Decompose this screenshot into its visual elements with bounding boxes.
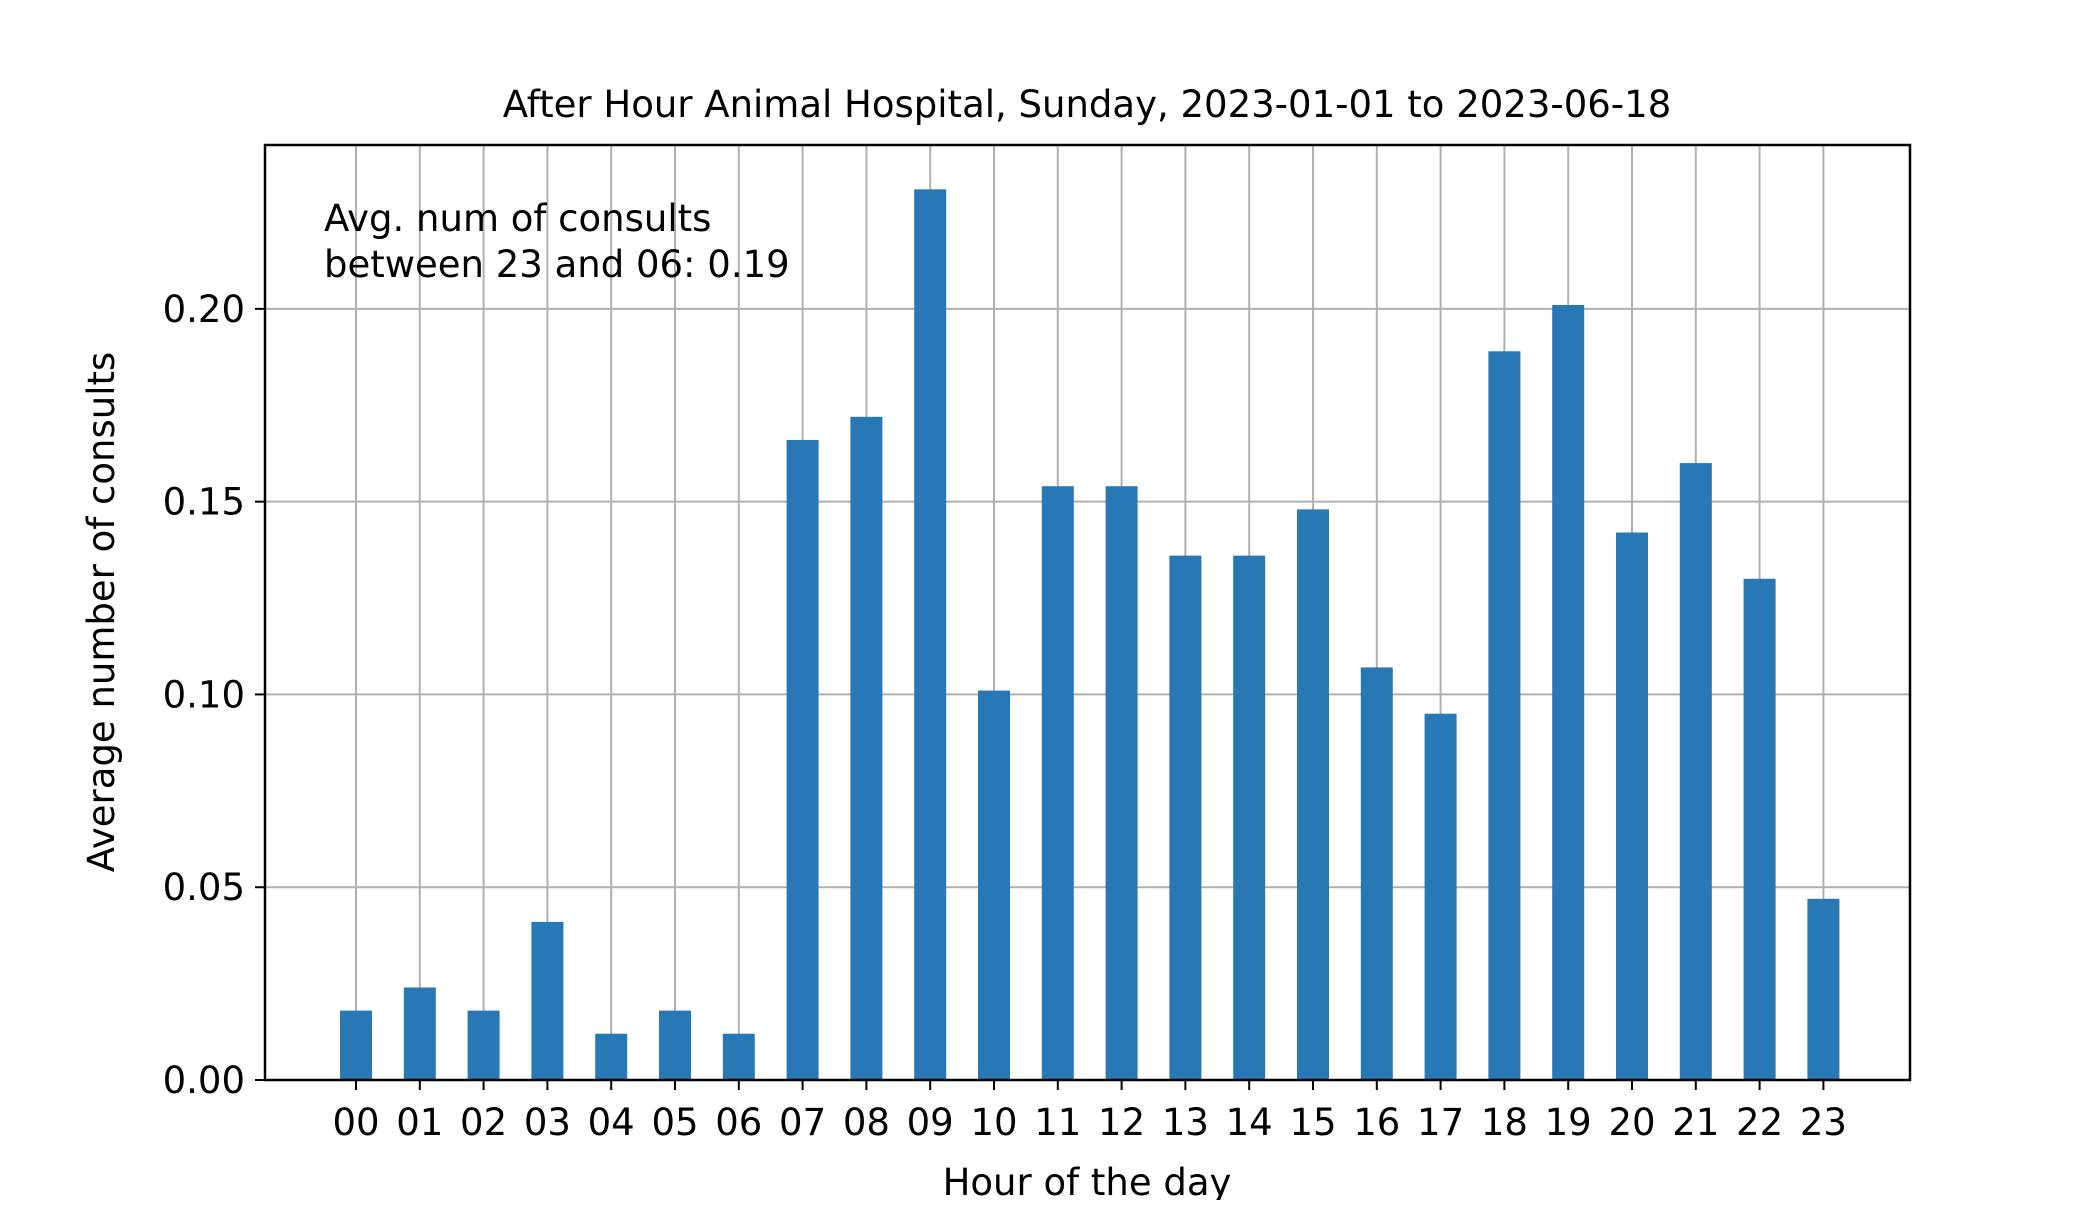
bar-hour-08 [850, 416, 883, 1081]
x-tick-label: 07 [779, 1101, 826, 1144]
x-tick-label: 10 [970, 1101, 1017, 1144]
annotation-line-1: Avg. num of consults [324, 197, 711, 240]
bar-hour-04 [595, 1033, 628, 1080]
y-tick-label: 0.20 [163, 288, 245, 331]
annotation-line-2: between 23 and 06: 0.19 [324, 243, 790, 286]
x-tick-label: 23 [1800, 1101, 1847, 1144]
x-tick-label: 01 [396, 1101, 443, 1144]
bar-hour-18 [1488, 351, 1521, 1081]
x-tick-label: 08 [843, 1101, 890, 1144]
x-tick-label: 00 [332, 1101, 379, 1144]
bar-hour-23 [1807, 898, 1840, 1080]
x-tick-label: 05 [651, 1101, 698, 1144]
x-tick-label: 09 [907, 1101, 954, 1144]
bar-hour-22 [1743, 578, 1776, 1080]
x-tick-label: 16 [1353, 1101, 1400, 1144]
y-tick-label: 0.10 [163, 673, 245, 716]
x-tick-label: 06 [715, 1101, 762, 1144]
bar-hour-16 [1360, 667, 1393, 1080]
y-tick-label: 0.05 [163, 866, 245, 909]
x-tick-label: 17 [1417, 1101, 1464, 1144]
x-tick-label: 20 [1608, 1101, 1655, 1144]
x-tick-label: 02 [460, 1101, 507, 1144]
x-axis-label: Hour of the day [943, 1161, 1232, 1200]
bar-hour-20 [1616, 532, 1648, 1080]
y-tick-label: 0.00 [163, 1059, 245, 1102]
bar-hour-12 [1105, 486, 1138, 1080]
y-tick-label: 0.15 [163, 481, 245, 524]
bar-hour-06 [722, 1033, 755, 1080]
y-axis-label: Average number of consults [80, 352, 123, 873]
chart-title: After Hour Animal Hospital, Sunday, 2023… [503, 83, 1671, 126]
x-tick-label: 19 [1545, 1101, 1592, 1144]
bar-hour-02 [467, 1010, 500, 1080]
x-tick-label: 21 [1672, 1101, 1719, 1144]
x-tick-label: 04 [588, 1101, 635, 1144]
bar-hour-07 [786, 439, 819, 1081]
bar-hour-15 [1297, 509, 1329, 1080]
bar-hour-03 [531, 921, 564, 1080]
bar-hour-00 [340, 1010, 372, 1080]
bar-hour-01 [403, 987, 436, 1080]
bar-hour-17 [1424, 713, 1457, 1080]
x-tick-label: 15 [1289, 1101, 1336, 1144]
plot-frame [263, 143, 1912, 1082]
x-tick-label: 14 [1226, 1101, 1273, 1144]
bar-hour-10 [978, 690, 1010, 1080]
x-tick-label: 03 [524, 1101, 571, 1144]
bar-hour-09 [914, 189, 947, 1080]
x-tick-label: 12 [1098, 1101, 1145, 1144]
bars [340, 189, 1840, 1081]
x-tick-label: 11 [1034, 1101, 1081, 1144]
bar-hour-14 [1233, 555, 1266, 1080]
x-axis-ticks: 00 01 02 03 04 05 06 07 08 09 10 11 12 13 14 15 16 17 18 19… [332, 1080, 1847, 1144]
bar-hour-21 [1679, 463, 1712, 1080]
x-tick-label: 22 [1736, 1101, 1783, 1144]
x-tick-label: 13 [1162, 1101, 1209, 1144]
x-tick-label: 18 [1481, 1101, 1528, 1144]
bar-hour-05 [659, 1010, 691, 1080]
bar-hour-19 [1552, 305, 1585, 1080]
bar-hour-13 [1169, 555, 1202, 1080]
bar-hour-11 [1041, 486, 1074, 1080]
y-axis-ticks: 0.00 0.05 0.10 0.15 0.20 [163, 288, 265, 1102]
